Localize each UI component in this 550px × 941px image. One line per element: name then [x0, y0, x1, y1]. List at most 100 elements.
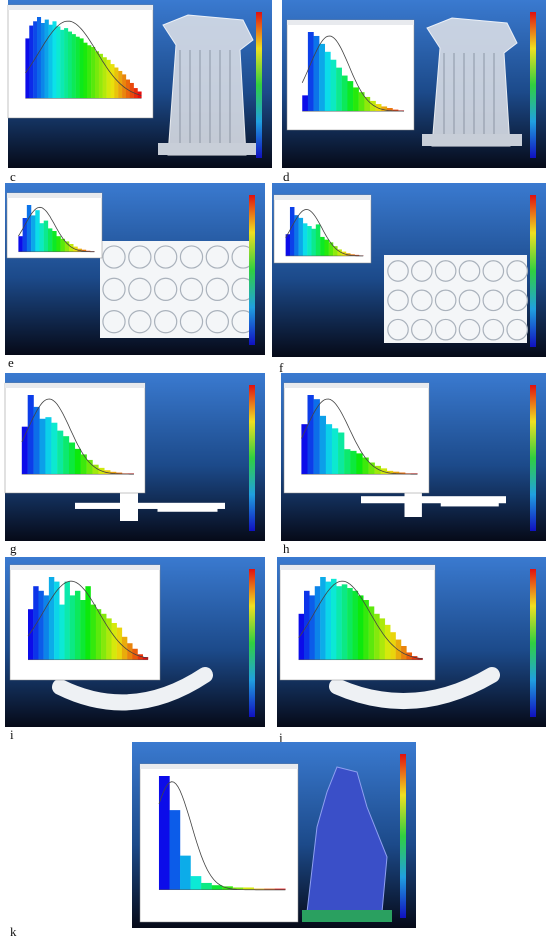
bar: [129, 82, 134, 99]
panel-label: f: [279, 360, 284, 375]
bar: [21, 426, 28, 475]
bar: [37, 17, 42, 99]
bar: [106, 618, 112, 660]
bar: [313, 399, 320, 475]
barrel: [157, 508, 218, 512]
bar: [324, 239, 329, 256]
bar: [180, 855, 191, 890]
bar: [289, 207, 295, 256]
bar: [333, 246, 338, 256]
bar: [417, 657, 423, 660]
fit-curve: [301, 398, 418, 475]
hole: [179, 309, 204, 334]
hole: [153, 245, 178, 269]
fit-curve: [25, 20, 142, 96]
bar: [307, 226, 312, 256]
bar: [63, 436, 70, 475]
bar: [33, 406, 40, 475]
bar: [298, 217, 304, 256]
hole: [434, 318, 457, 341]
bar: [320, 236, 325, 256]
hole: [387, 289, 409, 312]
hole: [434, 289, 457, 312]
hole: [179, 245, 204, 269]
bar: [71, 34, 76, 99]
bar: [309, 595, 315, 660]
bar: [374, 465, 381, 475]
bar: [25, 38, 30, 99]
bar: [314, 586, 321, 660]
point-cloud: [329, 667, 500, 709]
bar: [411, 473, 418, 475]
bar: [116, 472, 123, 475]
hole: [205, 309, 230, 334]
bar: [101, 613, 107, 660]
bar: [67, 31, 72, 99]
bar: [357, 595, 364, 660]
bar: [338, 432, 345, 475]
bar: [274, 888, 286, 890]
bar: [324, 51, 331, 112]
window-titlebar: [10, 565, 160, 570]
bar: [142, 657, 149, 660]
colorbar: [530, 569, 536, 717]
bar: [368, 606, 375, 660]
bar: [386, 108, 393, 112]
bar: [48, 577, 55, 660]
hole: [411, 318, 433, 341]
bar: [60, 29, 65, 99]
bar: [28, 609, 34, 660]
panel: [277, 557, 546, 727]
bar: [85, 586, 91, 660]
bar: [401, 646, 407, 660]
window-titlebar: [284, 383, 429, 388]
bar: [307, 395, 314, 475]
bar: [64, 241, 70, 252]
bar: [80, 454, 87, 475]
hole: [506, 318, 528, 341]
hole: [458, 289, 481, 312]
bar: [52, 231, 57, 252]
bar: [79, 38, 84, 99]
hole: [482, 260, 505, 282]
bar: [379, 618, 386, 660]
bar: [83, 42, 88, 99]
panel: [7, 0, 272, 168]
bar: [35, 210, 40, 252]
bar: [364, 96, 371, 112]
colorbar: [530, 12, 536, 158]
bar: [325, 424, 333, 475]
bar: [337, 249, 342, 256]
bar: [363, 600, 369, 660]
bar: [362, 457, 369, 475]
hole: [458, 318, 481, 341]
bar: [392, 109, 399, 112]
bar: [29, 25, 34, 99]
bar: [92, 464, 99, 475]
hole: [128, 277, 152, 302]
point-cloud: [426, 17, 518, 147]
bar: [368, 462, 375, 475]
bar: [320, 577, 326, 660]
bar: [341, 75, 348, 112]
hole: [411, 260, 433, 282]
bar: [311, 228, 317, 256]
bar: [43, 220, 49, 252]
fit-curve: [21, 398, 134, 475]
hole: [411, 289, 433, 312]
bar: [57, 430, 64, 475]
colorbar: [530, 195, 536, 347]
colorbar: [400, 754, 406, 918]
panel-label: j: [278, 730, 283, 745]
bar: [336, 67, 342, 112]
bar: [56, 236, 61, 252]
hole: [153, 309, 178, 334]
bar: [399, 472, 406, 475]
bar: [358, 92, 365, 112]
bar: [111, 623, 117, 660]
bar: [69, 595, 76, 660]
bar: [69, 244, 74, 252]
bar: [347, 588, 353, 660]
window-titlebar: [287, 20, 414, 25]
bar: [118, 70, 123, 99]
